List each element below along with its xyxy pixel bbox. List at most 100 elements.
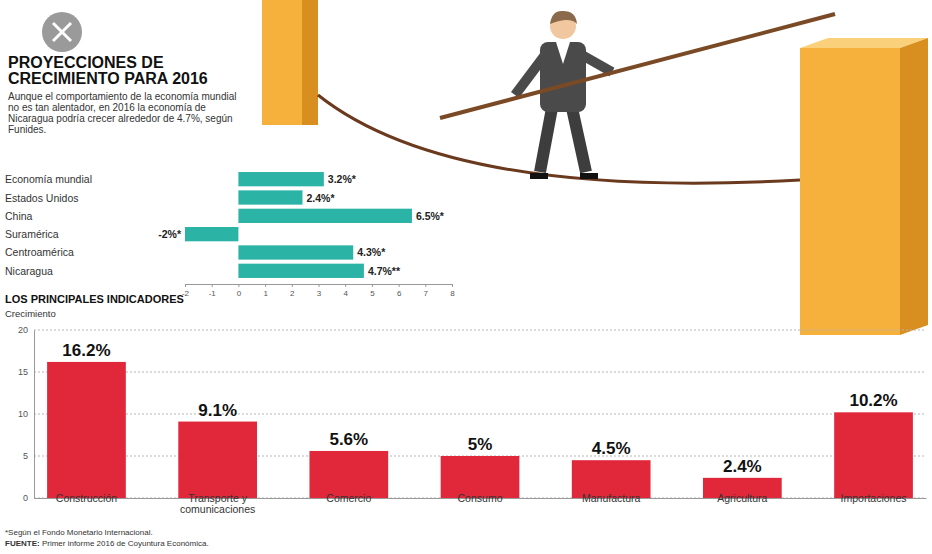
legs (540, 108, 586, 172)
bar (238, 172, 323, 186)
category-label: China (5, 210, 33, 222)
data-label: 6.5%* (416, 210, 445, 222)
tick: Manufactura (582, 492, 641, 504)
tick: 7 (424, 284, 429, 298)
tick: 5 (370, 284, 375, 298)
category-label: Estados Unidos (5, 192, 79, 204)
text-line: CRECIMIENTO PARA 2016 (8, 70, 208, 87)
text-line: Manufactura (582, 492, 641, 504)
tick-label: Manufactura (582, 492, 641, 504)
category-label: Nicaragua (5, 265, 53, 277)
text-line: Agricultura (717, 492, 767, 504)
text-line: no es tan alentador, en 2016 la economía… (8, 102, 206, 113)
data-label: 10.2% (849, 391, 897, 410)
text-line: PROYECCIONES DE (8, 54, 164, 71)
tick-mark (372, 284, 373, 287)
tick-mark (319, 284, 320, 287)
bars (185, 172, 412, 278)
bar (238, 245, 353, 259)
data-label: 3.2%* (328, 173, 357, 185)
grid-line (34, 330, 926, 331)
bars (47, 362, 913, 498)
bar (178, 422, 257, 498)
tick: Agricultura (717, 492, 767, 504)
data-label: 5.6% (329, 430, 368, 449)
axis-line (34, 331, 35, 499)
bar (834, 412, 913, 498)
tick: 0 (23, 493, 34, 503)
close-icon-cross (53, 23, 71, 41)
tick-label: -1 (209, 289, 217, 298)
tick: Consumo (458, 492, 503, 504)
data-label: 4.5% (592, 439, 631, 458)
shoes (530, 173, 598, 179)
text-line: Comercio (326, 492, 371, 504)
tick-label: 6 (397, 289, 402, 298)
chart-projections: PROYECCIONES DECRECIMIENTO PARA 2016 Aunq… (5, 54, 455, 298)
text-line: Funides. (8, 124, 46, 135)
tick: 1 (263, 284, 268, 298)
tick: 5 (23, 451, 34, 461)
close-icon (42, 12, 82, 52)
data-label: -2%* (158, 228, 182, 240)
annotation: *Según el Fondo Monetario Internacional. (5, 528, 153, 537)
tick-label: 3 (317, 289, 322, 298)
pillar (800, 48, 900, 335)
text-line: Primer informe 2016 de Coyuntura Económi… (40, 539, 209, 548)
data-label: 5% (468, 435, 493, 454)
data-label: 2.4%* (306, 192, 335, 204)
grid (34, 330, 926, 498)
data-label: 9.1% (198, 401, 237, 420)
tick-label: 4 (343, 289, 348, 298)
tick-label: 1 (263, 289, 268, 298)
y-axis-title: Crecimiento (5, 308, 56, 319)
tick-label: Agricultura (717, 492, 767, 504)
tick: 8 (450, 284, 455, 298)
infographic: PROYECCIONES DECRECIMIENTO PARA 2016 Aunq… (0, 0, 932, 554)
subtitle: Aunque el comportamiento de la economía … (8, 91, 236, 135)
tick-label: 8 (450, 289, 455, 298)
tick-label: 10 (18, 409, 28, 419)
tick-mark (452, 284, 453, 287)
data-label: 16.2% (62, 341, 110, 360)
tick-label: 20 (18, 325, 28, 335)
tick-label: 5 (370, 289, 375, 298)
category-label: Economía mundial (5, 173, 92, 185)
tick-mark (185, 284, 186, 287)
x-axis: -2-1012345678 (182, 284, 455, 298)
tick: Transporte ycomunicaciones (180, 492, 255, 515)
text-line: FUENTE: (5, 539, 40, 548)
text-line: comunicaciones (180, 503, 255, 515)
grid-line (34, 414, 926, 415)
tick-label: Consumo (458, 492, 503, 504)
tick: Construcción (56, 492, 117, 504)
tick-mark (265, 284, 266, 287)
annotation: FUENTE: Primer informe 2016 de Coyuntura… (5, 539, 209, 548)
tick-label: 2 (290, 289, 295, 298)
tick-mark (425, 284, 426, 287)
bar (185, 227, 238, 241)
tick-label: 0 (23, 493, 28, 503)
tick-label: 5 (23, 451, 28, 461)
text-line: Aunque el comportamiento de la economía … (8, 91, 236, 102)
bar (238, 264, 363, 278)
pillar (262, 0, 302, 125)
tick-label: Importaciones (841, 492, 907, 504)
title: PROYECCIONES DECRECIMIENTO PARA 2016 (8, 54, 208, 87)
bar (238, 190, 302, 204)
grid-line (34, 372, 926, 373)
y-axis: 0 5 10 15 20 (18, 325, 35, 503)
torso (540, 42, 586, 112)
data-label: 4.3%* (357, 246, 386, 258)
tick-mark (345, 284, 346, 287)
tick: 6 (397, 284, 402, 298)
tick: 15 (18, 367, 34, 377)
x-axis: Construcción Transporte ycomunicaciones Co… (35, 492, 927, 515)
tick-label: Construcción (56, 492, 117, 504)
text-line: Construcción (56, 492, 117, 504)
tick: -1 (209, 284, 217, 298)
tick-mark (212, 284, 213, 287)
text-line: Nicaragua podría crecer alrededor de 4.7… (8, 113, 233, 124)
tick: 20 (18, 325, 34, 335)
tick-mark (399, 284, 400, 287)
